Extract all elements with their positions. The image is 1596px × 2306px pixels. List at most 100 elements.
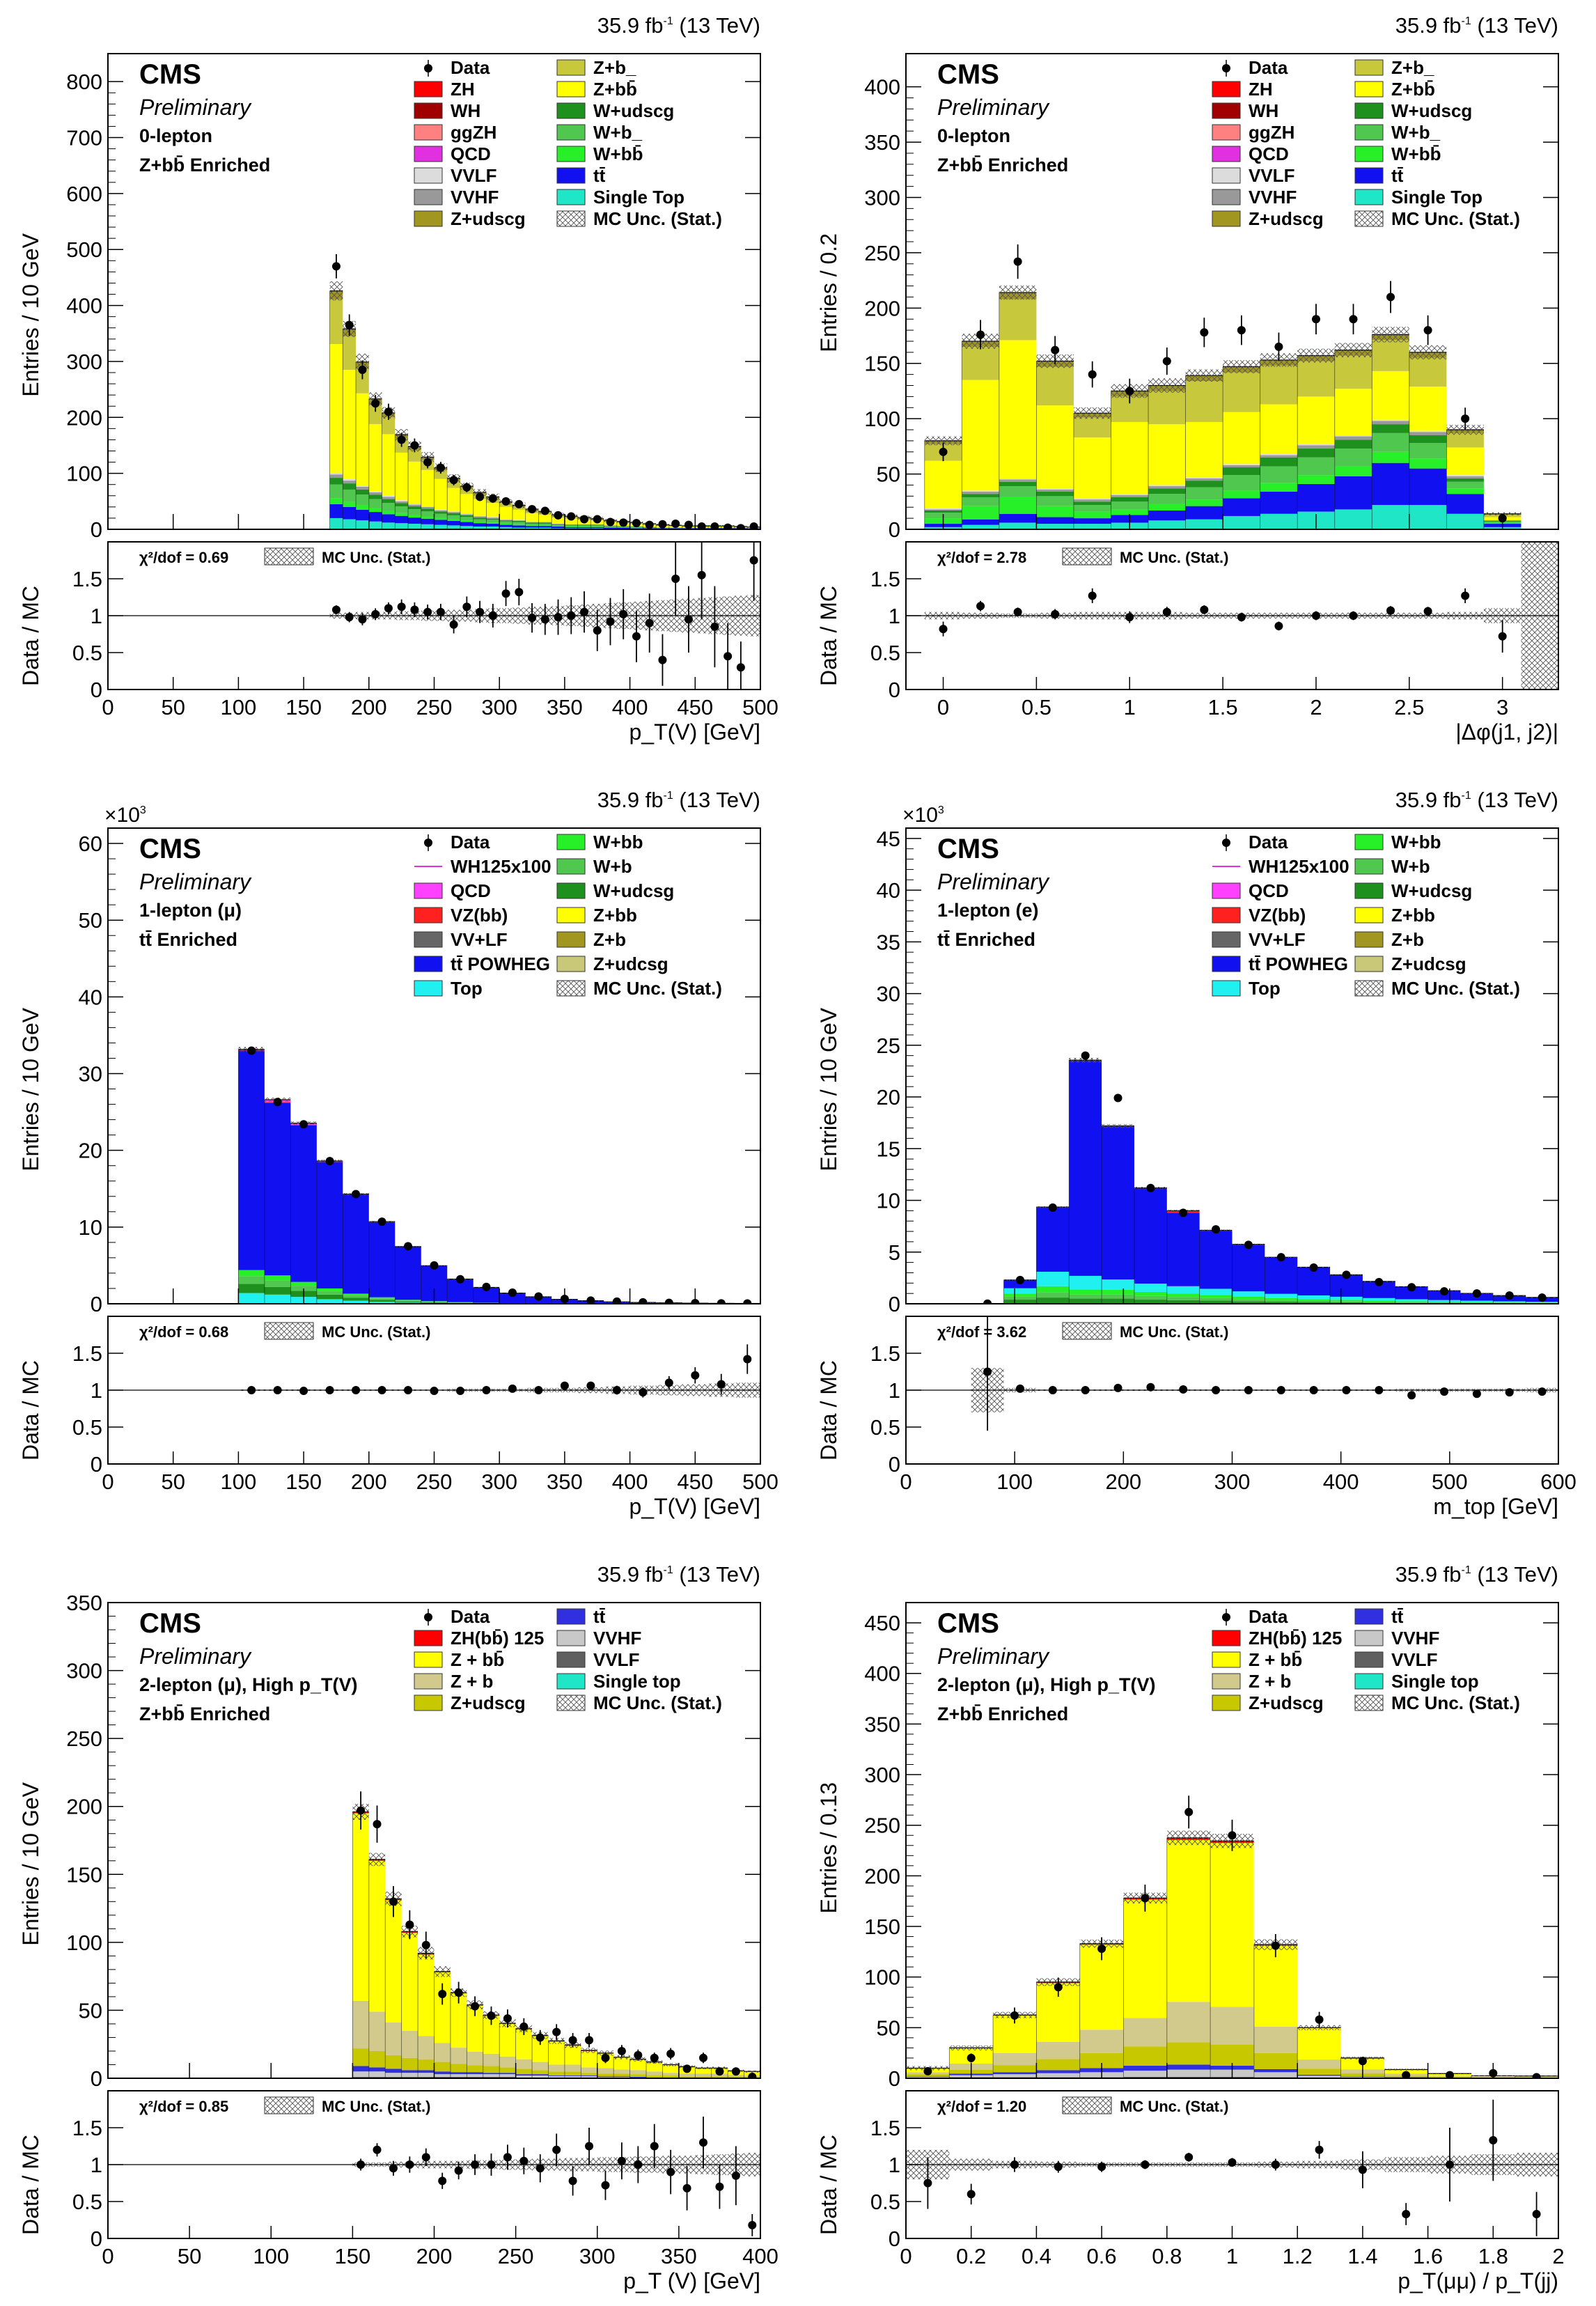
stack-bar bbox=[512, 520, 526, 521]
stack-bar bbox=[1123, 2076, 1167, 2078]
ratio-point bbox=[476, 607, 485, 616]
legend-swatch bbox=[1354, 102, 1384, 119]
x-axis-title: p_T (V) [GeV] bbox=[623, 2268, 760, 2293]
data-point bbox=[585, 2036, 594, 2045]
stack-bar bbox=[1409, 430, 1447, 433]
stack-bar bbox=[515, 2029, 533, 2059]
data-point bbox=[247, 1046, 256, 1055]
stack-bar bbox=[604, 526, 617, 527]
stack-bar bbox=[1362, 1298, 1395, 1301]
stack-bar bbox=[1073, 437, 1111, 499]
x-tick-label: 400 bbox=[612, 1470, 648, 1494]
x-tick-label: 100 bbox=[996, 1470, 1033, 1494]
legend-label: Z+udscg bbox=[1249, 208, 1324, 229]
stack-bar bbox=[512, 522, 526, 524]
data-point bbox=[567, 512, 576, 521]
cms-label: CMS bbox=[139, 834, 201, 864]
stack-bar bbox=[385, 2069, 402, 2073]
data-point bbox=[1315, 2015, 1324, 2024]
stack-bar bbox=[581, 2067, 597, 2073]
legend-swatch bbox=[414, 956, 443, 972]
ratio-point bbox=[723, 652, 733, 661]
ratio-tick-label: 1 bbox=[91, 1378, 102, 1403]
x-tick-label: 350 bbox=[547, 1470, 583, 1494]
stack-bar bbox=[421, 506, 435, 509]
series-z-bb- bbox=[329, 344, 760, 529]
legend-label: QCD bbox=[1249, 143, 1289, 164]
stack-bar bbox=[447, 520, 460, 526]
stack-bar bbox=[450, 2048, 467, 2064]
stack-bar bbox=[613, 2057, 630, 2070]
region-label: Z+bb̄ Enriched bbox=[139, 155, 270, 176]
x-tick-label: 500 bbox=[742, 695, 779, 719]
legend-entry: VV+LF bbox=[1212, 929, 1306, 950]
stack-bar bbox=[1297, 444, 1335, 446]
x-tick-label: 500 bbox=[1432, 1470, 1468, 1494]
data-point bbox=[1179, 1208, 1188, 1217]
stack-bar bbox=[1166, 1293, 1200, 1298]
x-tick-label: 1.8 bbox=[1478, 2244, 1508, 2268]
ratio-legend: MC Unc. (Stat.) bbox=[264, 1322, 430, 1341]
legend-entry: ZH bbox=[414, 79, 475, 100]
legend-label: Z+udscg bbox=[451, 208, 526, 229]
stack-bar bbox=[1036, 1271, 1070, 1286]
y-tick-label: 30 bbox=[877, 982, 900, 1006]
legend-swatch bbox=[414, 882, 443, 899]
legend-label: W+b bbox=[593, 856, 632, 877]
series-w-bb- bbox=[329, 498, 643, 529]
legend-label: Z+b_ bbox=[1391, 57, 1434, 78]
stack-bar bbox=[1123, 2071, 1167, 2077]
stack-bar bbox=[1297, 2075, 1341, 2078]
stack-bar bbox=[382, 417, 396, 435]
stack-bar bbox=[1372, 371, 1409, 420]
legend-label: W+b_ bbox=[593, 122, 643, 143]
legend-label: Single Top bbox=[1391, 187, 1482, 208]
lumi-label: 35.9 fb-1 (13 TeV) bbox=[597, 788, 760, 812]
legend-entry: ZH(bb̄) 125 bbox=[414, 1628, 544, 1649]
stack-bar bbox=[1446, 494, 1484, 514]
stack-bar bbox=[447, 512, 460, 513]
mc-unc-band bbox=[548, 2038, 565, 2044]
stack-bar bbox=[356, 520, 369, 529]
stack-bar bbox=[1223, 475, 1260, 491]
legend-entry: Z+bb̄ bbox=[1354, 79, 1435, 100]
legend-label: tt̄ POWHEG bbox=[451, 953, 550, 974]
main-plot-area bbox=[906, 1795, 1558, 2078]
stack-bar bbox=[467, 2051, 483, 2066]
legend-entry: QCD bbox=[1212, 143, 1289, 164]
ratio-point bbox=[568, 2176, 577, 2186]
legend-entry: Z + b bbox=[1212, 1671, 1291, 1692]
ratio-point bbox=[710, 622, 719, 631]
stack-bar bbox=[434, 2062, 451, 2072]
stack-bar bbox=[1362, 1281, 1395, 1298]
data-point bbox=[423, 458, 432, 467]
ratio-point bbox=[606, 617, 615, 626]
ratio-point bbox=[617, 2156, 626, 2165]
stack-bar bbox=[343, 1295, 369, 1298]
y-tick-label: 100 bbox=[864, 407, 900, 431]
legend-entry: W+b_ bbox=[1354, 122, 1441, 143]
data-point bbox=[1423, 326, 1432, 335]
ratio-tick-label: 0 bbox=[91, 2227, 102, 2251]
stack-bar bbox=[515, 2059, 533, 2069]
legend-swatch bbox=[1354, 1630, 1384, 1646]
stack-bar bbox=[1102, 1294, 1134, 1299]
panel-1lepmu-ptv: 35.9 fb-1 (13 TeV) ×103 CMS Preliminary … bbox=[18, 788, 779, 1519]
y-tick-label: 50 bbox=[79, 1998, 102, 2023]
stack-bar bbox=[316, 1299, 343, 1304]
data-point bbox=[1386, 293, 1395, 302]
stack-bar bbox=[238, 1270, 265, 1277]
data-point bbox=[462, 483, 471, 492]
cms-label: CMS bbox=[139, 59, 201, 90]
y-multiplier-label: ×103 bbox=[902, 804, 944, 827]
y-tick-label: 200 bbox=[864, 296, 900, 320]
stack-bar bbox=[1166, 1297, 1200, 1300]
stack-bar bbox=[1036, 2059, 1080, 2071]
stack-bar bbox=[408, 506, 421, 510]
stack-bar bbox=[728, 2076, 744, 2078]
data-point bbox=[345, 320, 354, 329]
data-point bbox=[606, 517, 615, 527]
preliminary-label: Preliminary bbox=[937, 869, 1050, 894]
ratio-point bbox=[515, 588, 524, 597]
stack-bar bbox=[447, 488, 460, 512]
